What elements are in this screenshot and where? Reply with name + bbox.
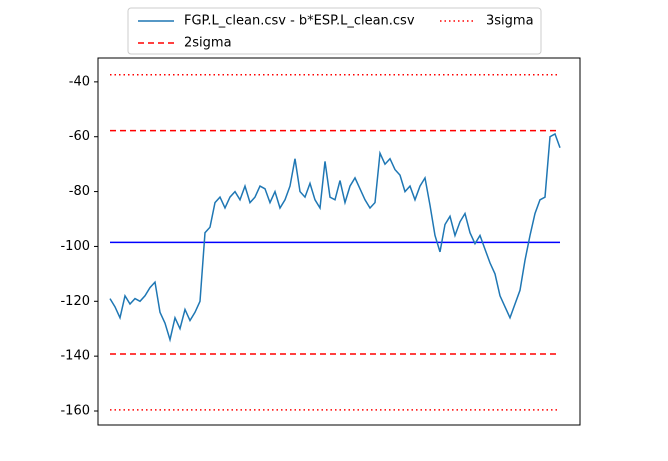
y-tick-label: -160	[60, 404, 90, 419]
legend-label: FGP.L_clean.csv - b*ESP.L_clean.csv	[184, 14, 415, 29]
y-tick-label: -120	[60, 294, 90, 309]
legend-label: 3sigma	[486, 14, 534, 29]
series-line	[109, 132, 561, 343]
y-tick-label: -80	[69, 184, 90, 199]
y-tick-label: -140	[60, 349, 90, 364]
y-tick-label: -40	[69, 74, 90, 89]
y-tick-label: -60	[69, 129, 90, 144]
legend-label: 2sigma	[184, 36, 232, 51]
legend-box	[127, 7, 542, 55]
axes-frame	[97, 57, 581, 426]
y-tick-label: -100	[60, 239, 90, 254]
